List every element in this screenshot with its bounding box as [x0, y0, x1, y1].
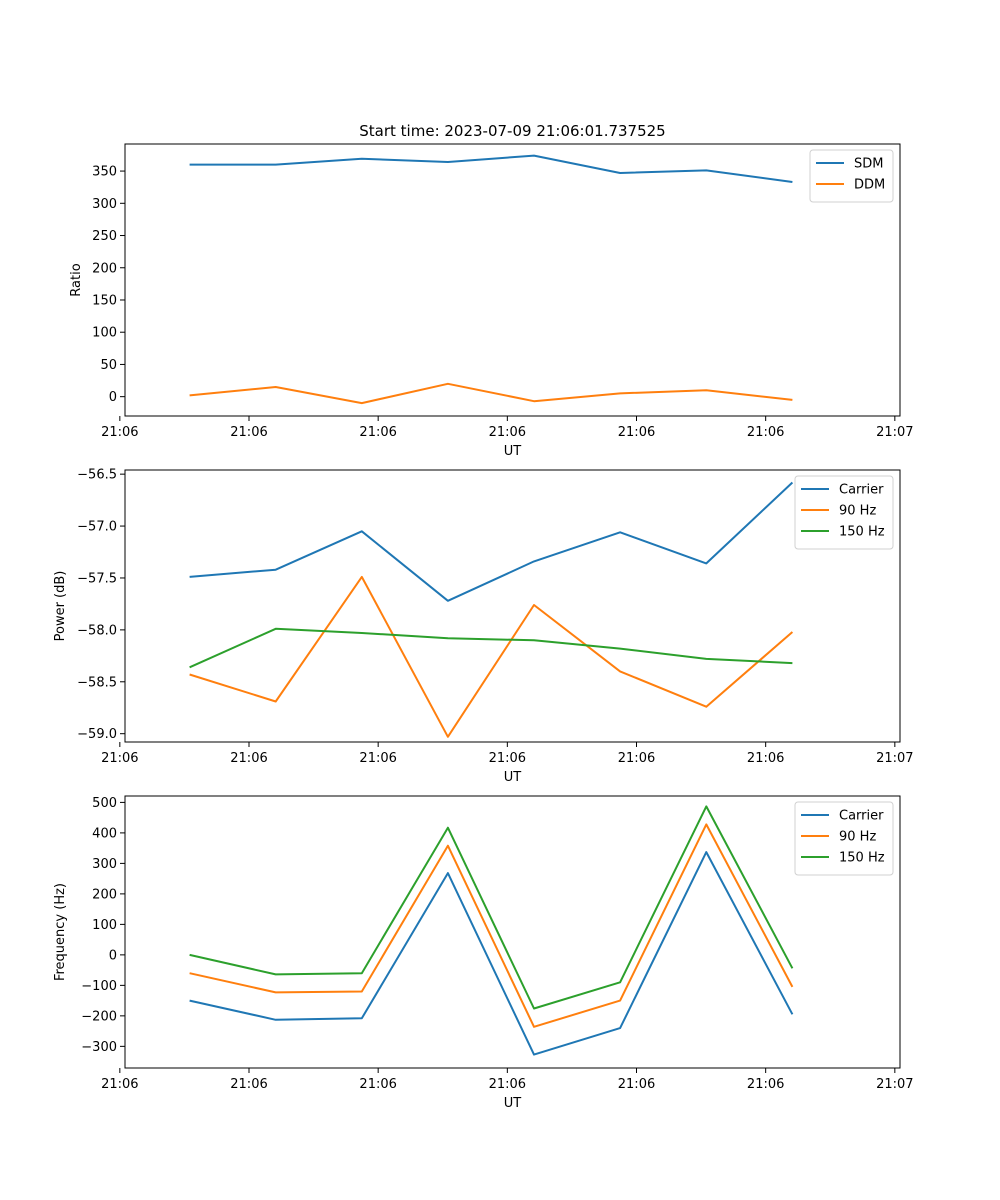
y-axis-label: Power (dB) [53, 571, 68, 642]
y-tick-label: −300 [81, 1040, 117, 1055]
y-tick-label: −58.0 [77, 623, 117, 638]
y-tick-label: 0 [109, 948, 117, 963]
x-tick-label: 21:06 [359, 425, 396, 440]
y-tick-label: −100 [81, 979, 117, 994]
x-tick-label: 21:06 [359, 751, 396, 766]
chart-panel-2: 21:06 21:06 21:06 21:06 21:06 21:06 21:07 −59.0… [53, 468, 914, 785]
chart-title: Start time: 2023-07-09 21:06:01.737525 [359, 122, 665, 140]
y-axis-label: Ratio [69, 263, 84, 296]
y-tick-label: 200 [92, 887, 117, 902]
legend-label: Carrier [839, 809, 884, 824]
y-tick-label: 200 [92, 261, 117, 276]
x-tick-label: 21:06 [359, 1077, 396, 1092]
y-tick-label: −57.0 [77, 520, 117, 535]
x-tick-label: 21:06 [101, 751, 138, 766]
chart-panel-1: Start time: 2023-07-09 21:06:01.737525 21… [69, 122, 914, 459]
y-tick-label: 300 [92, 857, 117, 872]
legend-label: DDM [854, 178, 885, 193]
x-tick-label: 21:06 [101, 425, 138, 440]
x-tick-label: 21:06 [489, 751, 526, 766]
y-tick-label: 100 [92, 326, 117, 341]
series-line-carrier [189, 481, 794, 602]
legend-label: SDM [854, 157, 883, 172]
x-tick-label: 21:06 [230, 1077, 267, 1092]
y-tick-label: 300 [92, 197, 117, 212]
y-tick-label: 150 [92, 293, 117, 308]
series-line-150-hz [189, 627, 793, 669]
legend-label: 90 Hz [839, 830, 876, 845]
series-line-carrier [189, 851, 794, 1056]
x-tick-label: 21:06 [230, 425, 267, 440]
x-tick-label: 21:06 [489, 1077, 526, 1092]
series-line-sdm [189, 154, 793, 183]
y-tick-label: −56.5 [77, 468, 117, 483]
plot-frame [124, 143, 901, 417]
y-tick-label: 0 [109, 390, 117, 405]
y-axis-label: Frequency (Hz) [53, 883, 68, 981]
x-tick-label: 21:06 [747, 751, 784, 766]
x-tick-label: 21:06 [101, 1077, 138, 1092]
y-tick-label: 350 [92, 165, 117, 180]
x-tick-label: 21:06 [618, 751, 655, 766]
x-tick-label: 21:06 [489, 425, 526, 440]
legend-label: 90 Hz [839, 504, 876, 519]
x-tick-label: 21:07 [876, 425, 913, 440]
series-line-150-hz [189, 805, 794, 1010]
y-tick-label: 500 [92, 796, 117, 811]
plot-frame [124, 795, 901, 1069]
x-tick-label: 21:06 [747, 1077, 784, 1092]
x-tick-label: 21:06 [618, 425, 655, 440]
y-tick-label: 400 [92, 826, 117, 841]
legend: SDM DDM [809, 149, 894, 203]
legend-label: 150 Hz [839, 851, 885, 866]
x-tick-label: 21:06 [618, 1077, 655, 1092]
y-tick-label: −58.5 [77, 675, 117, 690]
y-tick-label: 100 [92, 918, 117, 933]
x-axis-label: UT [504, 444, 522, 459]
y-tick-label: 50 [100, 358, 117, 373]
legend: Carrier 90 Hz 150 Hz [794, 801, 894, 876]
legend-label: 150 Hz [839, 525, 885, 540]
legend: Carrier 90 Hz 150 Hz [794, 475, 894, 550]
series-line-90-hz [189, 823, 794, 1028]
series-line-ddm [189, 382, 793, 405]
x-tick-label: 21:06 [747, 425, 784, 440]
chart-panel-3: 21:06 21:06 21:06 21:06 21:06 21:06 21:07 −300 −… [53, 795, 914, 1111]
y-tick-label: −200 [81, 1009, 117, 1024]
y-tick-label: 250 [92, 229, 117, 244]
x-axis-label: UT [504, 1096, 522, 1111]
y-tick-label: −59.0 [77, 727, 117, 742]
plot-frame [124, 469, 901, 743]
x-axis-label: UT [504, 770, 522, 785]
x-tick-label: 21:07 [876, 1077, 913, 1092]
x-tick-label: 21:07 [876, 751, 913, 766]
series-line-90-hz [189, 575, 794, 738]
y-tick-label: −57.5 [77, 571, 117, 586]
legend-label: Carrier [839, 483, 884, 498]
x-tick-label: 21:06 [230, 751, 267, 766]
